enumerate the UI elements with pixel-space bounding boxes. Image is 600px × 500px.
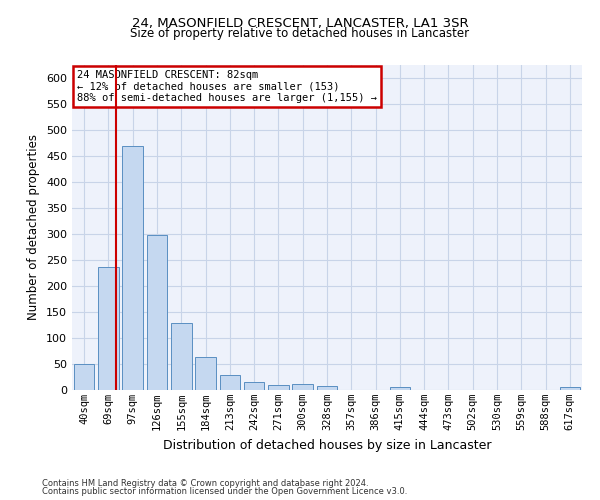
Text: Contains public sector information licensed under the Open Government Licence v3: Contains public sector information licen…: [42, 487, 407, 496]
Bar: [146, 235, 167, 390]
Bar: [171, 324, 191, 390]
Bar: [292, 384, 313, 390]
X-axis label: Distribution of detached houses by size in Lancaster: Distribution of detached houses by size …: [163, 438, 491, 452]
Bar: [74, 364, 94, 390]
Bar: [268, 385, 289, 390]
Bar: [195, 357, 216, 390]
Text: 24, MASONFIELD CRESCENT, LANCASTER, LA1 3SR: 24, MASONFIELD CRESCENT, LANCASTER, LA1 …: [131, 18, 469, 30]
Bar: [220, 376, 240, 390]
Text: Contains HM Land Registry data © Crown copyright and database right 2024.: Contains HM Land Registry data © Crown c…: [42, 478, 368, 488]
Y-axis label: Number of detached properties: Number of detached properties: [28, 134, 40, 320]
Bar: [560, 388, 580, 390]
Bar: [244, 382, 265, 390]
Text: Size of property relative to detached houses in Lancaster: Size of property relative to detached ho…: [130, 28, 470, 40]
Bar: [317, 386, 337, 390]
Bar: [389, 388, 410, 390]
Bar: [98, 267, 119, 390]
Bar: [122, 146, 143, 390]
Text: 24 MASONFIELD CRESCENT: 82sqm
← 12% of detached houses are smaller (153)
88% of : 24 MASONFIELD CRESCENT: 82sqm ← 12% of d…: [77, 70, 377, 103]
